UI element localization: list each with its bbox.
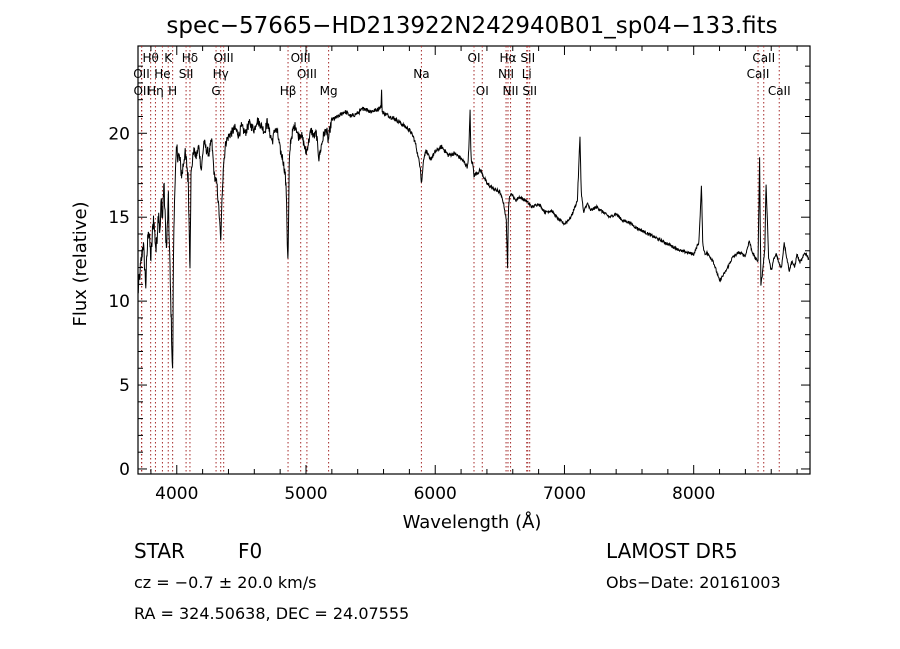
spectral-line-label: SII	[179, 67, 194, 81]
spectral-line-label: OI	[468, 51, 481, 65]
y-tick-label: 20	[108, 124, 130, 144]
spectral-line-label: OI	[476, 84, 489, 98]
spectral-line-label: Hγ	[213, 67, 229, 81]
redshift-cz: cz = −0.7 ± 20.0 km/s	[134, 573, 317, 592]
spectral-line-label: OIII	[297, 67, 317, 81]
y-tick-label: 0	[119, 460, 130, 480]
spectral-line-label: Hα	[500, 51, 517, 65]
spectral-line-label: He	[154, 67, 170, 81]
spectral-line-label: SII	[522, 84, 537, 98]
x-tick-label: 8000	[672, 484, 715, 504]
spectral-line-label: Hη	[147, 84, 164, 98]
spectral-line-label: OII	[133, 84, 150, 98]
y-axis-label: Flux (relative)	[70, 201, 91, 326]
chart-title: spec−57665−HD213922N242940B01_sp04−133.f…	[166, 13, 777, 39]
spectral-line-label: Mg	[320, 84, 338, 98]
spectral-line-label: SII	[520, 51, 535, 65]
spectral-line-label: G	[211, 84, 220, 98]
spectral-line-label: CaII	[752, 51, 775, 65]
object-class: STAR	[134, 539, 185, 563]
object-info: STAR F0 LAMOST DR5 cz = −0.7 ± 20.0 km/s…	[134, 539, 781, 623]
x-tick-label: 6000	[414, 484, 457, 504]
spectral-line-label: NII	[503, 84, 519, 98]
spectral-line-label: OII	[133, 67, 150, 81]
y-tick-label: 5	[119, 376, 130, 396]
spectral-line-label: Na	[413, 67, 429, 81]
spectral-line-label: Li	[522, 67, 532, 81]
spectral-line-label: OIII	[214, 51, 234, 65]
axis-ticks: 4000 5000 6000 7000 8000 0 5 10 15 20	[108, 46, 810, 504]
ra-dec: RA = 324.50638, DEC = 24.07555	[134, 604, 409, 623]
spectral-line-label: Hδ	[182, 51, 198, 65]
spectral-line-label: K	[164, 51, 173, 65]
x-tick-label: 5000	[284, 484, 327, 504]
spectral-line-label: CaII	[768, 84, 791, 98]
spectral-line-label: H	[168, 84, 177, 98]
object-subclass: F0	[238, 539, 262, 563]
y-tick-label: 10	[108, 292, 130, 312]
spectrum-line	[137, 89, 810, 369]
observation-date: Obs−Date: 20161003	[606, 573, 781, 592]
x-axis-label: Wavelength (Å)	[403, 511, 542, 533]
spectral-line-label: CaII	[747, 67, 770, 81]
spectral-line-label: NII	[498, 67, 514, 81]
spectral-line-label: Hθ	[142, 51, 158, 65]
spectrum-series	[137, 89, 810, 369]
y-tick-label: 15	[108, 208, 130, 228]
survey-name: LAMOST DR5	[606, 539, 738, 563]
x-tick-label: 4000	[155, 484, 198, 504]
spectral-line-markers	[140, 46, 780, 474]
spectral-line-label: OIII	[291, 51, 311, 65]
x-tick-label: 7000	[543, 484, 586, 504]
spectral-line-label: Hβ	[280, 84, 297, 98]
